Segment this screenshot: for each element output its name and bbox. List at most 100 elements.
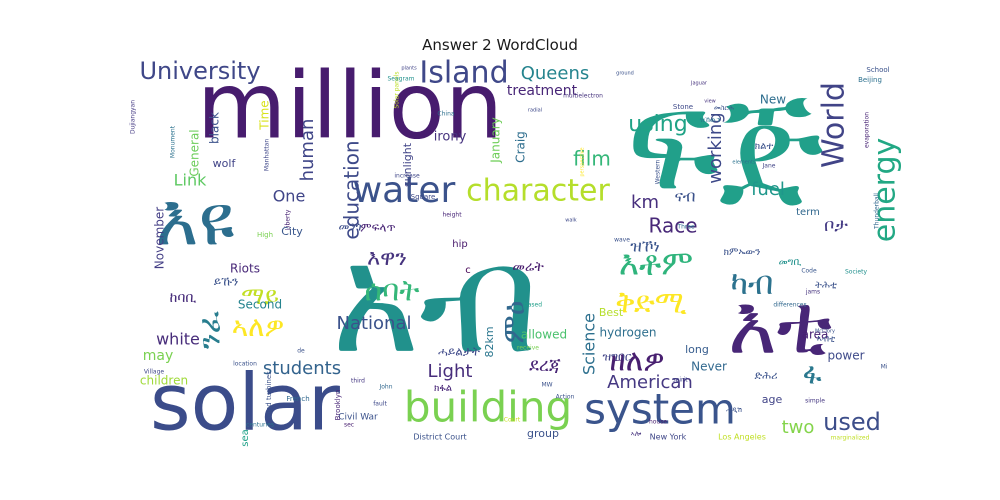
- word-11: World: [817, 82, 852, 168]
- word-83: multielectron: [563, 93, 603, 100]
- word-110: John: [378, 384, 392, 391]
- word-2: አብ: [331, 213, 538, 387]
- word-133: McClory: [815, 329, 835, 335]
- word-49: sunlight: [401, 142, 414, 187]
- word-149: ይኹን: [214, 275, 239, 289]
- word-128: view: [704, 99, 716, 105]
- word-148: ከባቢ: [170, 290, 197, 306]
- word-145: ሓይልታት: [438, 345, 480, 359]
- word-96: simple: [805, 398, 825, 405]
- word-147: ክፋል: [434, 383, 452, 394]
- word-114: Court: [504, 417, 521, 424]
- word-141: ቦታ: [824, 215, 848, 236]
- word-84: Solar panels: [394, 72, 401, 109]
- word-46: treatment: [507, 83, 578, 99]
- word-68: area: [802, 328, 829, 342]
- word-60: may: [143, 348, 174, 364]
- word-33: Science: [580, 313, 599, 375]
- word-21: ማይ: [241, 282, 279, 310]
- word-72: hip: [452, 239, 467, 250]
- word-4: እዩ: [156, 178, 235, 262]
- word-144: ዝግበር: [602, 350, 631, 364]
- word-53: Time: [258, 100, 272, 130]
- word-90: Thunderball: [874, 193, 881, 230]
- word-7: system: [584, 385, 736, 434]
- word-95: Code: [801, 268, 817, 275]
- word-105: Liberty: [285, 209, 292, 230]
- word-26: Queens: [521, 63, 590, 84]
- word-17: ዘለዎ: [609, 344, 664, 379]
- word-122: walk: [565, 218, 577, 224]
- word-123: plants: [401, 66, 417, 72]
- word-104: Seagram: [388, 76, 415, 83]
- word-65: Never: [691, 360, 727, 374]
- word-40: fuel: [751, 179, 785, 200]
- word-32: National: [336, 313, 411, 334]
- word-41: km: [631, 192, 659, 213]
- word-135: ምፍላጥ: [360, 221, 395, 235]
- word-139: ክምኡውን: [724, 247, 761, 258]
- word-73: c: [465, 265, 471, 276]
- word-154: ሓዲሽ: [726, 406, 742, 414]
- word-42: hydrogen: [600, 326, 657, 340]
- word-59: children: [140, 374, 188, 388]
- word-1: million: [197, 52, 503, 159]
- word-94: jams: [805, 289, 820, 296]
- word-117: sec: [344, 422, 354, 429]
- word-93: differences: [773, 302, 806, 309]
- chart-title: Answer 2 WordCloud: [422, 36, 578, 54]
- word-5: እቲ: [728, 277, 832, 372]
- word-76: District Court: [413, 433, 466, 442]
- word-6: building: [404, 383, 572, 432]
- word-70: age: [762, 393, 783, 406]
- word-82: Square: [411, 193, 436, 201]
- word-140: መግቢ: [779, 257, 802, 268]
- word-85: Manhattan: [264, 139, 271, 172]
- word-87: Dujiangyan: [130, 100, 137, 134]
- word-37: Light: [428, 361, 473, 382]
- word-89: School: [866, 66, 889, 74]
- word-61: allowed: [521, 328, 567, 342]
- word-14: ሰባት: [364, 274, 419, 309]
- word-109: third: [351, 378, 365, 385]
- word-119: wave: [614, 237, 630, 244]
- word-47: January: [489, 117, 503, 164]
- word-74: sea: [240, 429, 251, 447]
- word-115: fault: [373, 401, 387, 408]
- word-121: Three: [676, 224, 694, 231]
- word-151: ዝኸውን: [700, 116, 721, 124]
- word-52: General: [188, 129, 202, 176]
- word-102: Jane: [762, 163, 776, 170]
- word-99: spirit: [672, 377, 688, 384]
- word-111: based: [524, 302, 542, 309]
- word-30: working: [705, 112, 726, 183]
- word-44: Link: [174, 171, 208, 190]
- word-134: ዝኾነ: [630, 237, 660, 256]
- word-28: film: [573, 147, 611, 171]
- word-69: power: [827, 349, 864, 363]
- word-88: Beijing: [858, 76, 882, 84]
- word-126: radial: [528, 108, 542, 114]
- word-80: wind turbines: [265, 371, 273, 419]
- word-120: China: [437, 111, 454, 118]
- word-150: ድሕሪ: [754, 369, 777, 382]
- word-58: Second: [238, 298, 282, 312]
- word-35: students: [263, 358, 341, 379]
- word-113: Action: [556, 394, 575, 401]
- word-50: Craig: [514, 131, 528, 163]
- word-15: እቶም: [619, 244, 693, 284]
- word-63: Best: [599, 306, 624, 319]
- word-66: group: [527, 427, 559, 440]
- word-10: energy: [868, 138, 903, 243]
- word-118: MW: [541, 382, 552, 389]
- word-23: ፋ: [802, 357, 821, 392]
- word-97: marginalized: [831, 435, 870, 442]
- word-78: Los Angeles: [718, 433, 766, 442]
- word-9: character: [466, 174, 610, 209]
- word-57: Riots: [230, 262, 260, 276]
- word-86: Monument: [170, 125, 177, 158]
- word-18: ካብ: [731, 264, 774, 302]
- word-20: ንፈ: [193, 310, 228, 349]
- word-62: 82km: [483, 326, 496, 357]
